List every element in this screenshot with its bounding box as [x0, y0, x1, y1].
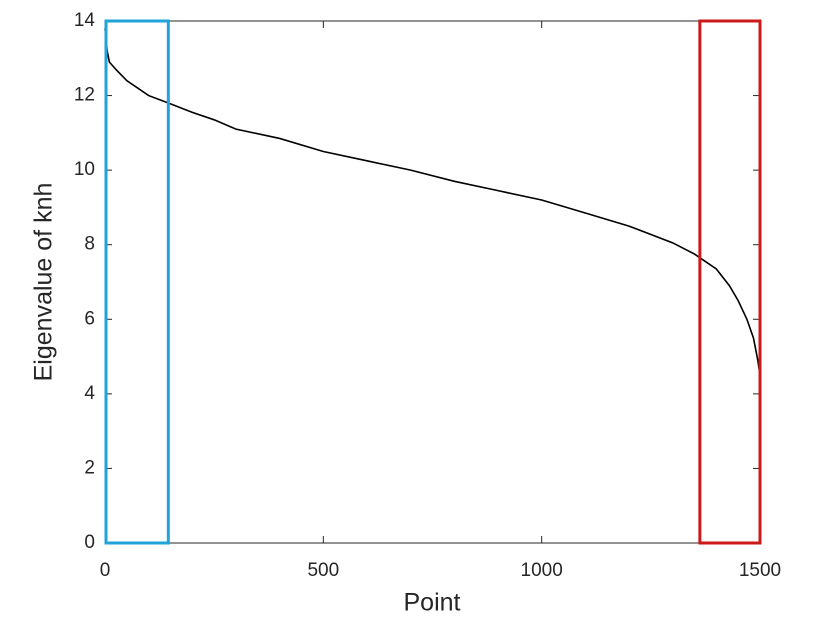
x-tick-label: 0 — [100, 560, 111, 581]
y-tick-label: 10 — [74, 159, 95, 180]
y-tick-label: 2 — [84, 457, 95, 478]
y-axis-label: Eigenvalue of knh — [30, 183, 58, 382]
y-tick-label: 14 — [74, 10, 96, 31]
y-tick-label: 0 — [84, 532, 95, 553]
y-tick-label: 6 — [84, 308, 95, 329]
x-tick-label: 1000 — [521, 560, 563, 581]
highlight-box — [698, 19, 762, 545]
y-tick-label: 12 — [74, 85, 95, 106]
plot-frame — [104, 20, 761, 544]
x-tick-label: 500 — [307, 560, 339, 581]
y-tick-label: 8 — [84, 234, 95, 255]
y-tick-label: 4 — [84, 383, 95, 404]
data-line — [104, 28, 761, 376]
highlight-box — [104, 19, 170, 545]
x-axis-label: Point — [404, 589, 461, 617]
x-tick-label: 1500 — [739, 560, 781, 581]
